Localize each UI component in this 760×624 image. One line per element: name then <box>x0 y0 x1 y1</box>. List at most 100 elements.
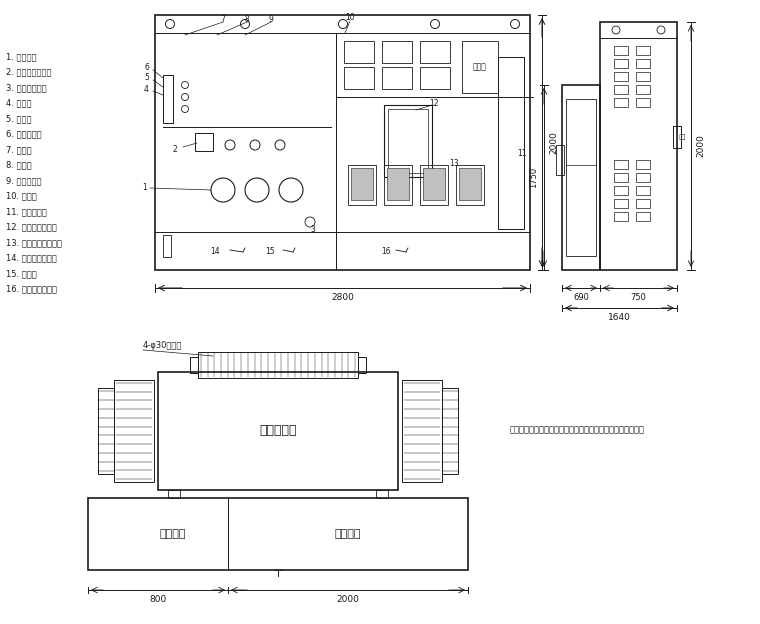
Bar <box>168 490 180 498</box>
Text: □: □ <box>679 134 686 140</box>
Bar <box>636 46 650 55</box>
Text: 低压间隔: 低压间隔 <box>334 529 361 539</box>
Text: 12: 12 <box>429 99 439 107</box>
Text: 1640: 1640 <box>608 313 631 321</box>
Text: 7. 油量片: 7. 油量片 <box>6 145 32 154</box>
Bar <box>600 22 677 270</box>
Text: 10: 10 <box>345 12 355 21</box>
Text: 电子表: 电子表 <box>473 62 487 72</box>
Bar <box>358 357 366 373</box>
Text: 1. 高压套管: 1. 高压套管 <box>6 52 36 61</box>
Bar <box>420 67 450 89</box>
Bar <box>456 165 484 205</box>
Bar <box>382 41 412 63</box>
Bar <box>195 133 213 151</box>
Bar <box>420 165 448 205</box>
Bar <box>163 235 171 257</box>
Text: 1750: 1750 <box>530 167 539 188</box>
Bar <box>636 85 650 94</box>
Bar <box>344 67 374 89</box>
Bar <box>566 99 596 256</box>
Text: 2000: 2000 <box>696 135 705 157</box>
Bar <box>462 41 498 93</box>
Bar <box>614 186 628 195</box>
Bar <box>636 186 650 195</box>
Text: 14. 高压室接地端子: 14. 高压室接地端子 <box>6 253 57 263</box>
Text: 9. 储油柜断器: 9. 储油柜断器 <box>6 176 42 185</box>
Text: 6. 压力释放阀: 6. 压力释放阀 <box>6 130 42 139</box>
Text: 15: 15 <box>265 248 275 256</box>
Bar <box>636 160 650 169</box>
Bar <box>98 388 114 474</box>
Bar <box>388 109 428 173</box>
Text: 7: 7 <box>220 14 226 24</box>
Bar <box>88 498 468 570</box>
Bar <box>459 168 481 200</box>
Bar <box>614 212 628 221</box>
Text: 690: 690 <box>573 293 589 301</box>
Bar <box>376 490 388 498</box>
Bar <box>382 67 412 89</box>
Text: 10. 表计室: 10. 表计室 <box>6 192 36 200</box>
Text: 2000: 2000 <box>337 595 359 603</box>
Bar <box>614 59 628 68</box>
Text: 13: 13 <box>449 158 459 167</box>
Text: 高压间隔: 高压间隔 <box>160 529 186 539</box>
Bar <box>498 57 524 229</box>
Text: 16: 16 <box>382 248 391 256</box>
Bar <box>636 212 650 221</box>
Bar <box>614 160 628 169</box>
Text: 16. 低压室接地端子: 16. 低压室接地端子 <box>6 285 57 293</box>
Bar <box>636 59 650 68</box>
Text: 12. 低压侧主断路器: 12. 低压侧主断路器 <box>6 223 57 232</box>
Text: 2. 四位置负荷开关: 2. 四位置负荷开关 <box>6 67 52 77</box>
Text: 5: 5 <box>144 74 149 82</box>
Bar <box>155 15 530 270</box>
Bar <box>614 72 628 81</box>
Text: 说明：以上尺寸仅供作为参考，最终尺寸以厂家产品实物为准: 说明：以上尺寸仅供作为参考，最终尺寸以厂家产品实物为准 <box>510 426 645 434</box>
Bar <box>614 98 628 107</box>
Bar <box>387 168 409 200</box>
Bar <box>384 105 432 177</box>
Text: 8. 压力表: 8. 压力表 <box>6 160 32 170</box>
Bar <box>384 165 412 205</box>
Bar <box>423 168 445 200</box>
Text: 4-φ30安装孔: 4-φ30安装孔 <box>143 341 182 351</box>
Text: 1: 1 <box>142 183 147 192</box>
Bar <box>673 126 681 148</box>
Bar <box>344 41 374 63</box>
Text: 3: 3 <box>311 225 315 235</box>
Text: 750: 750 <box>631 293 647 301</box>
Text: 13. 低压侧负载断路器: 13. 低压侧负载断路器 <box>6 238 62 247</box>
Bar <box>114 380 154 482</box>
Bar <box>562 85 600 270</box>
Text: 3. 调压分接开关: 3. 调压分接开关 <box>6 83 46 92</box>
Bar <box>198 352 358 378</box>
Bar <box>163 75 173 123</box>
Bar <box>614 173 628 182</box>
Text: 800: 800 <box>150 595 166 603</box>
Bar <box>614 199 628 208</box>
Bar <box>636 173 650 182</box>
Text: 变压器主体: 变压器主体 <box>259 424 296 437</box>
Bar <box>402 380 442 482</box>
Bar <box>420 41 450 63</box>
Text: 15. 放油阀: 15. 放油阀 <box>6 269 36 278</box>
Bar <box>614 85 628 94</box>
Text: 2: 2 <box>173 145 177 155</box>
Text: 8: 8 <box>245 14 249 24</box>
Text: 5. 注油口: 5. 注油口 <box>6 114 31 123</box>
Text: 11: 11 <box>518 149 527 157</box>
Bar <box>190 357 198 373</box>
Text: 4: 4 <box>144 84 149 94</box>
Bar <box>442 388 458 474</box>
Bar <box>636 98 650 107</box>
Bar <box>614 46 628 55</box>
Text: 6: 6 <box>144 64 149 72</box>
Bar <box>351 168 373 200</box>
Text: 14: 14 <box>211 248 220 256</box>
Bar <box>636 199 650 208</box>
Text: 11. 无功补偿室: 11. 无功补偿室 <box>6 207 47 216</box>
Text: 2800: 2800 <box>331 293 354 303</box>
Bar <box>348 165 376 205</box>
